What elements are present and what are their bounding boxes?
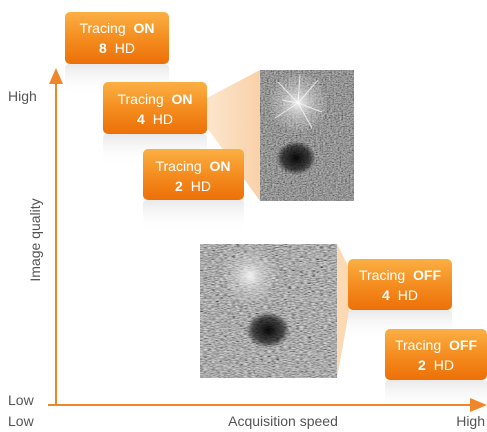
badge-word: Tracing (155, 158, 201, 174)
badge-count: 8 (99, 40, 107, 56)
svg-text:Tracing ON: Tracing ON (117, 91, 192, 107)
axes (48, 68, 487, 412)
badge-count: 4 (382, 287, 390, 303)
callout-off-4hd (337, 244, 350, 378)
svg-text:4 HD: 4 HD (382, 287, 418, 303)
badge-tracing-on-4hd: Tracing ON 4 HD (103, 82, 207, 134)
badge-tracing-off-2hd: Tracing OFF 2 HD (385, 329, 487, 380)
badge-count: 2 (418, 357, 426, 373)
svg-text:2 HD: 2 HD (175, 178, 211, 194)
badge-unit: HD (434, 357, 454, 373)
x-high-label: High (456, 413, 485, 429)
y-low-label: Low (8, 392, 35, 408)
svg-text:Tracing OFF: Tracing OFF (395, 337, 478, 353)
badge-tracing-on-8hd: Tracing ON 8 HD (65, 12, 169, 64)
badge-word: Tracing (359, 267, 405, 283)
x-low-label: Low (8, 413, 35, 429)
y-axis-arrow (49, 68, 63, 84)
tracing-off-4hd-image (200, 244, 337, 378)
badge-state: OFF (449, 337, 477, 353)
badge-unit: HD (153, 111, 173, 127)
badge-tracing-off-4hd: Tracing OFF 4 HD (348, 259, 452, 310)
badge-state: ON (210, 158, 231, 174)
x-axis-title: Acquisition speed (228, 413, 338, 429)
badge-word: Tracing (395, 337, 441, 353)
svg-text:8 HD: 8 HD (99, 40, 135, 56)
badge-count: 4 (137, 111, 145, 127)
badge-word: Tracing (117, 91, 163, 107)
badge-count: 2 (175, 178, 183, 194)
badge-state: ON (134, 20, 155, 36)
badge-unit: HD (115, 40, 135, 56)
badge-word: Tracing (79, 20, 125, 36)
svg-text:Tracing OFF: Tracing OFF (359, 267, 442, 283)
badge-state: ON (172, 91, 193, 107)
svg-text:Tracing ON: Tracing ON (79, 20, 154, 36)
svg-text:Tracing ON: Tracing ON (155, 158, 230, 174)
badge-tracing-on-2hd: Tracing ON 2 HD (143, 149, 244, 200)
y-high-label: High (8, 88, 37, 104)
badge-state: OFF (413, 267, 441, 283)
svg-text:2 HD: 2 HD (418, 357, 454, 373)
callout-on-4hd (203, 70, 260, 201)
svg-text:4 HD: 4 HD (137, 111, 173, 127)
badge-unit: HD (191, 178, 211, 194)
badge-unit: HD (398, 287, 418, 303)
x-axis-arrow (470, 398, 487, 412)
tracing-on-4hd-image (260, 70, 354, 201)
y-axis-title: Image quality (27, 198, 43, 281)
